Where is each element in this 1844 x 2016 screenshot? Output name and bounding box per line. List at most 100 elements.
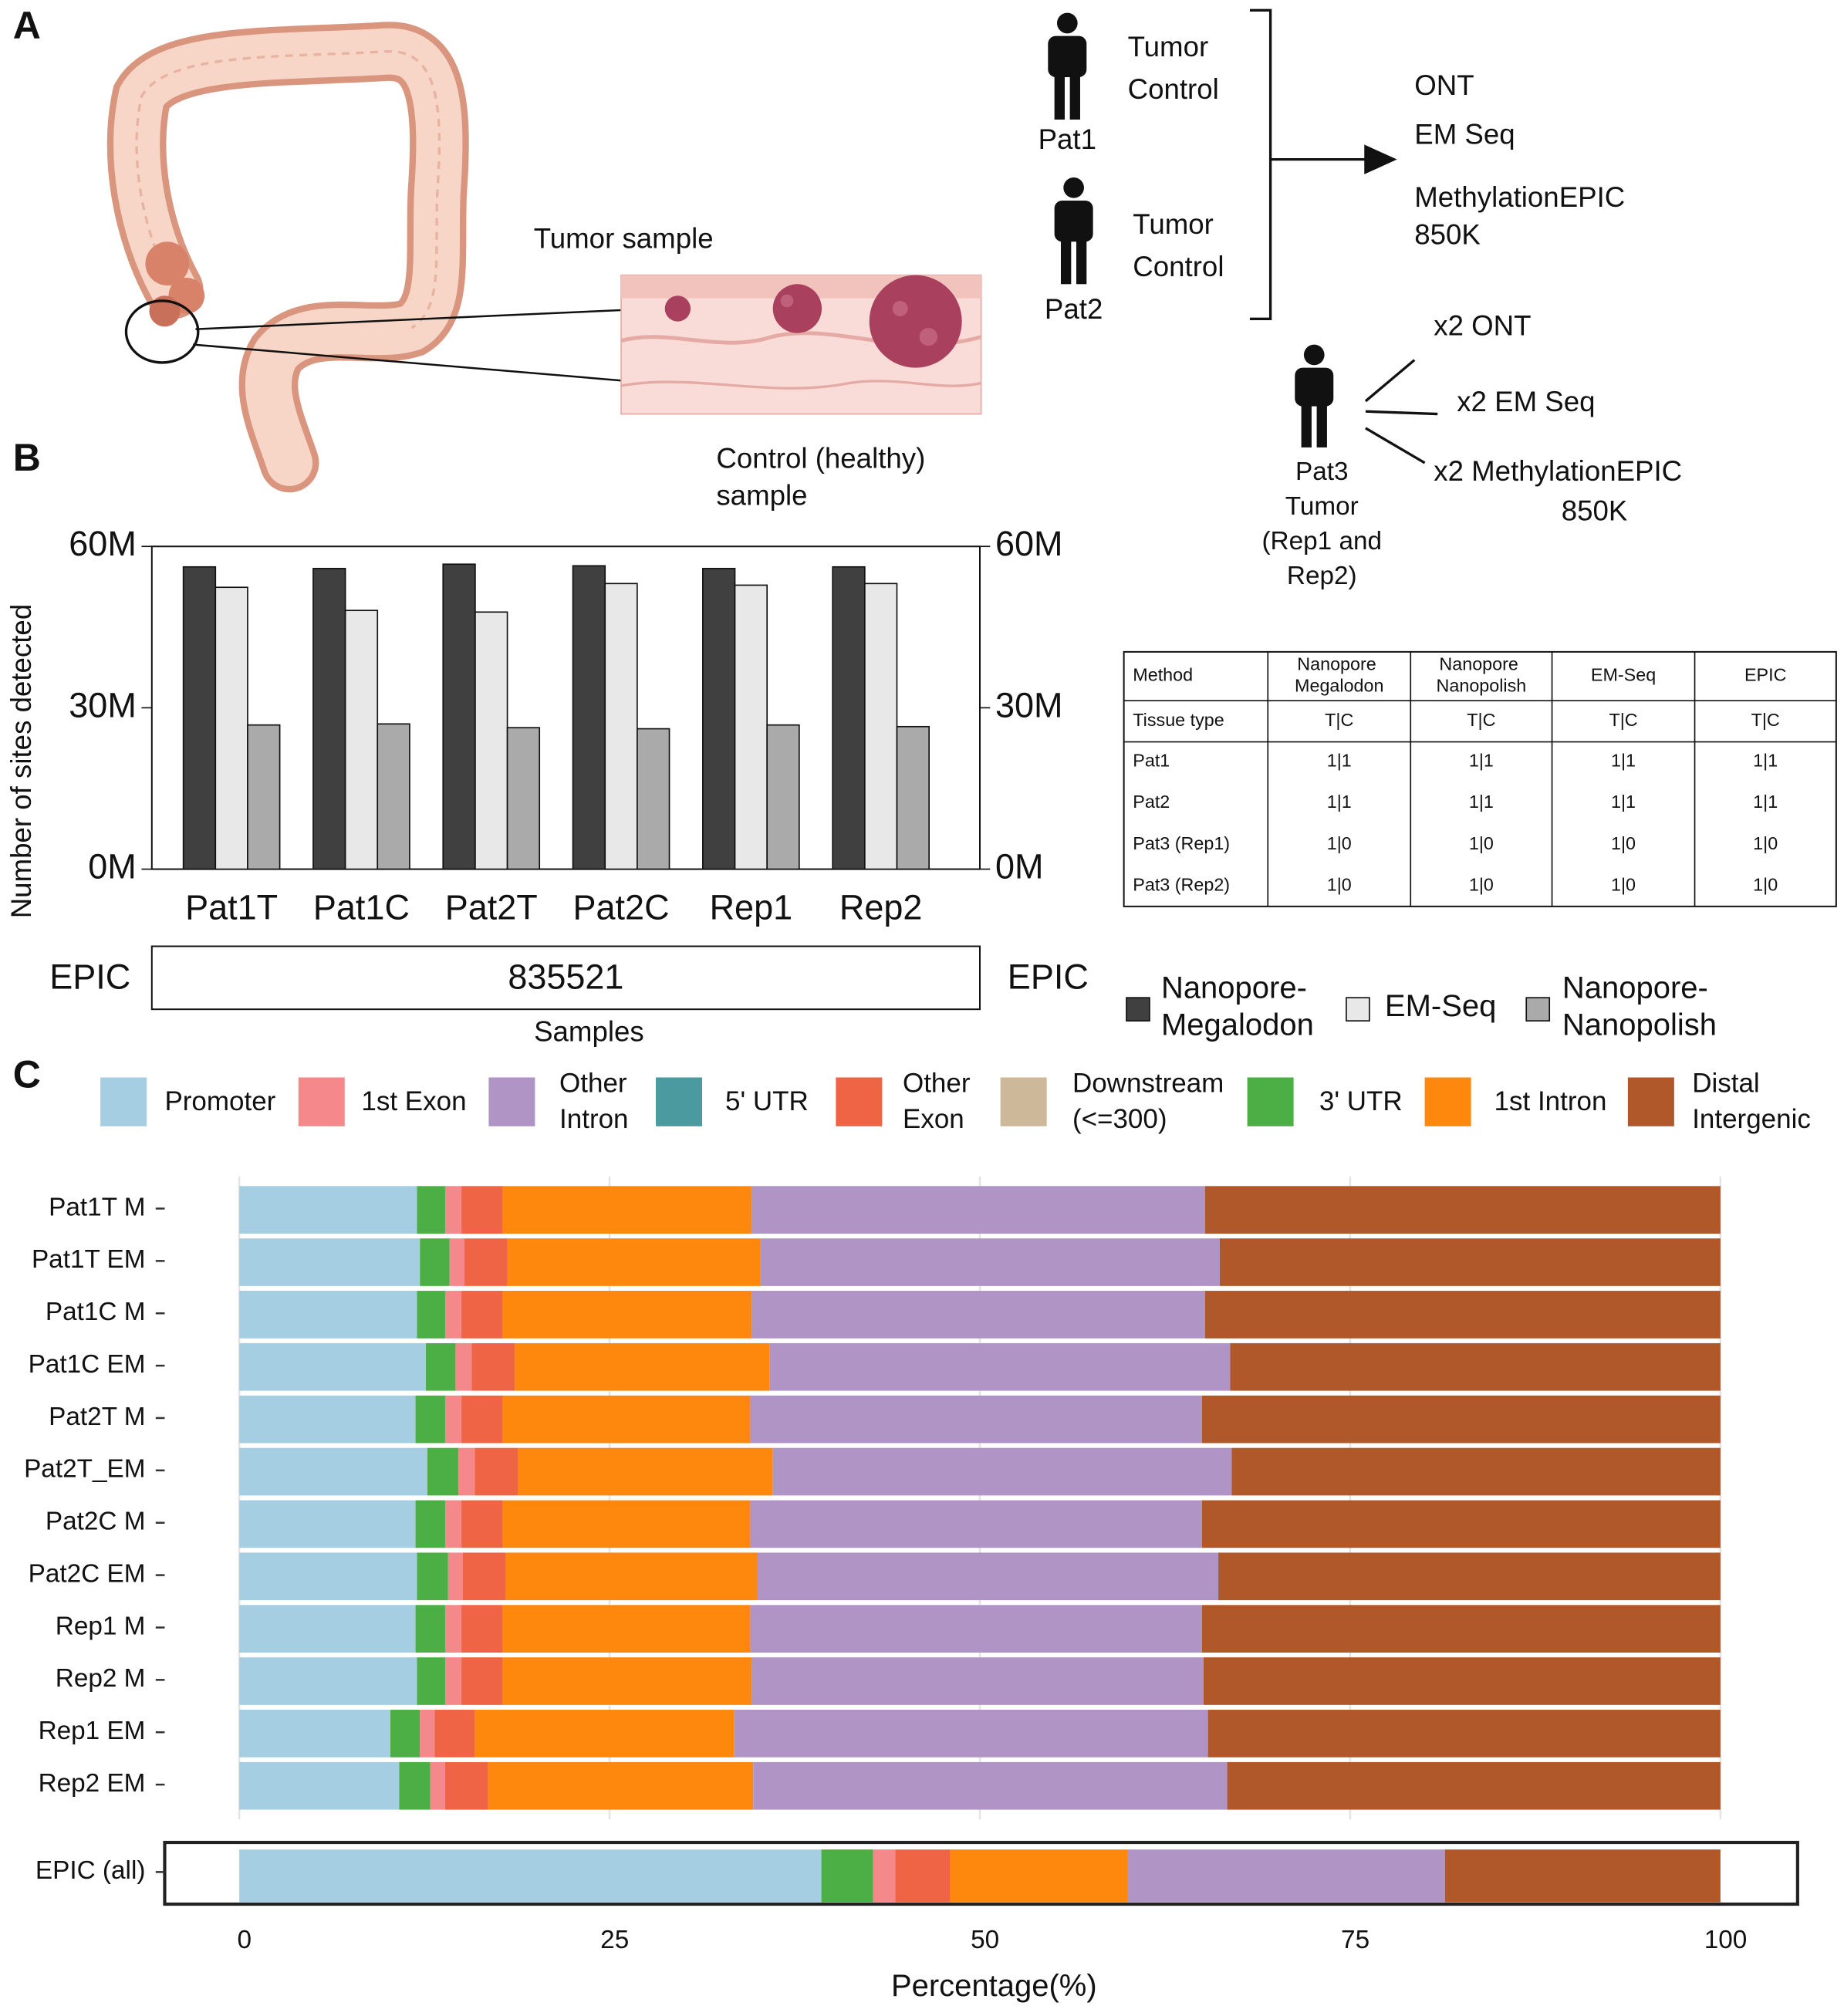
table-cell: 1|1 — [1327, 792, 1352, 812]
bar — [864, 583, 898, 870]
bar-segment — [458, 1447, 475, 1496]
row-label: Rep1 EM — [39, 1717, 146, 1745]
bar — [702, 567, 736, 870]
bracket-arrow — [1249, 8, 1438, 464]
control-sample-label: Control (healthy) — [716, 442, 925, 474]
table-cell: T|C — [1751, 710, 1780, 730]
bar-segment — [895, 1849, 951, 1903]
legend-swatch — [656, 1077, 703, 1126]
bar-segment — [751, 1291, 1205, 1339]
row-label: Pat1T M — [49, 1193, 145, 1221]
bar-segment — [1201, 1500, 1721, 1548]
legend-swatch — [488, 1077, 535, 1126]
replicate-patient: Rep2) — [1287, 562, 1357, 590]
bar-segment — [1219, 1238, 1721, 1286]
bar — [182, 566, 217, 870]
legend-label: Promoter — [164, 1086, 275, 1116]
replicate-patient: (Rep1 and — [1261, 527, 1382, 555]
bar-segment — [239, 1186, 417, 1234]
legend-label: Nanopore-Nanopolish — [1562, 971, 1717, 1042]
bar-segment — [471, 1342, 515, 1391]
legend-swatch — [1247, 1077, 1294, 1126]
x-axis-label: Samples — [534, 1016, 644, 1048]
bar-segment — [239, 1395, 416, 1444]
bar-segment — [502, 1395, 751, 1444]
bar-segment — [415, 1395, 445, 1444]
x-tick-label: Pat1C — [313, 888, 410, 927]
legend-swatch — [1525, 997, 1551, 1022]
bar-segment — [444, 1500, 462, 1548]
bar — [377, 723, 410, 870]
panel-label: C — [13, 1053, 41, 1096]
table-cell: Pat3 (Rep1) — [1133, 833, 1230, 853]
tissue-label: Tumor — [1133, 208, 1214, 240]
table-cell: Method — [1133, 665, 1193, 685]
bar-segment — [950, 1849, 1128, 1903]
bar-segment — [1204, 1291, 1721, 1339]
bar-segment — [430, 1761, 445, 1810]
bar-segment — [769, 1342, 1231, 1391]
bar-segment — [239, 1500, 416, 1548]
replicate-method: x2 MethylationEPIC — [1434, 455, 1682, 487]
table-cell: 1|1 — [1753, 751, 1778, 771]
bar-segment — [751, 1186, 1205, 1234]
row-label: Pat1C M — [46, 1298, 146, 1326]
bar-segment — [1230, 1342, 1721, 1391]
bar-segment — [444, 1761, 488, 1810]
bar — [247, 724, 281, 870]
patient-name: Pat2 — [1045, 293, 1103, 325]
table-cell: 1|0 — [1327, 874, 1352, 894]
bar-segment — [444, 1395, 462, 1444]
bar-segment — [461, 1395, 503, 1444]
replicate-method: x2 EM Seq — [1457, 386, 1595, 417]
x-tick-label: 0 — [238, 1926, 252, 1954]
legend-swatch — [298, 1077, 345, 1126]
table-cell: 1|1 — [1469, 751, 1494, 771]
method-label: ONT — [1414, 69, 1474, 101]
x-tick-label: Pat2T — [445, 888, 538, 927]
legend-label: 5' UTR — [725, 1086, 809, 1116]
bar-segment — [461, 1500, 503, 1548]
bar-segment — [502, 1291, 752, 1339]
strip-label: EPIC — [49, 957, 130, 997]
bar-segment — [502, 1605, 751, 1653]
bar-segment — [518, 1447, 773, 1496]
y2-tick-label: 0M — [995, 846, 1043, 886]
x-tick-label: Rep1 — [710, 888, 793, 927]
legend-label: EM-Seq — [1385, 989, 1496, 1023]
legend-swatch — [1627, 1077, 1674, 1126]
row-label: Pat2C M — [46, 1508, 146, 1536]
legend-label: Distal Intergenic — [1692, 1069, 1811, 1135]
table-cell: 1|0 — [1469, 833, 1494, 853]
replicate-method: 850K — [1562, 495, 1628, 527]
y-axis-label: Number of sites detected — [5, 604, 37, 919]
bar-segment — [417, 1657, 445, 1705]
bar-segment — [734, 1710, 1208, 1758]
bar-segment — [750, 1500, 1202, 1548]
table-cell: Pat2 — [1133, 792, 1170, 812]
table-cell: T|C — [1609, 710, 1637, 730]
bar-segment — [1231, 1447, 1721, 1496]
bar-segment — [750, 1395, 1202, 1444]
x-tick-label: 100 — [1704, 1926, 1748, 1954]
legend-label: Other Intron — [559, 1069, 634, 1135]
bar — [832, 566, 866, 870]
bar-segment — [239, 1552, 417, 1601]
panel-label: A — [13, 4, 41, 47]
tissue-illustration — [620, 274, 982, 415]
bar-segment — [464, 1238, 508, 1286]
table-cell: 1|1 — [1611, 792, 1636, 812]
bar-segment — [1127, 1849, 1445, 1903]
bar-segment — [461, 1657, 503, 1705]
table-cell: 1|0 — [1469, 874, 1494, 894]
bar — [214, 586, 248, 870]
bar-segment — [502, 1500, 751, 1548]
legend-label: 1st Intron — [1494, 1086, 1607, 1116]
bar-segment — [488, 1761, 754, 1810]
table-cell: T|C — [1467, 710, 1495, 730]
bar-segment — [239, 1657, 417, 1705]
replicate-patient: Tumor — [1285, 492, 1359, 521]
bar-segment — [426, 1342, 456, 1391]
bar-segment — [447, 1552, 463, 1601]
